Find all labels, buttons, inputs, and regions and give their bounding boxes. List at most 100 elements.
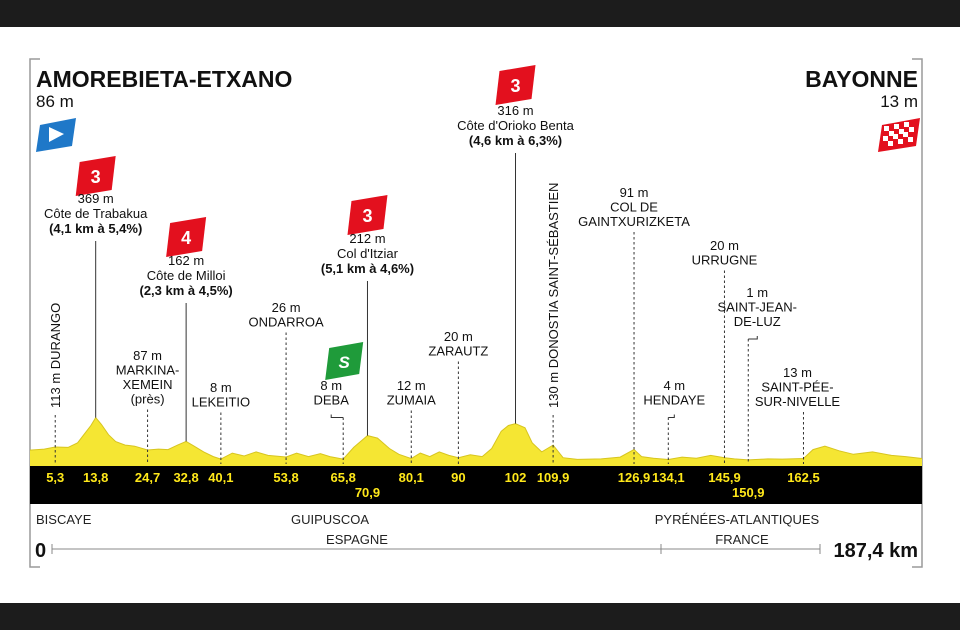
climb-stats: (4,6 km à 6,3%) (469, 133, 562, 148)
start-flag-icon (36, 118, 76, 152)
frame-left-bracket (29, 58, 40, 568)
distance-end: 187,4 km (833, 540, 918, 562)
climb-name: Côte d'Orioko Benta (457, 118, 574, 133)
climb-name: Côte de Trabakua (44, 206, 148, 221)
km-label: 80,1 (399, 470, 424, 485)
km-label: 102 (505, 470, 527, 485)
profile-area (30, 417, 922, 466)
top-letterbox (0, 0, 960, 27)
place-altitude: 8 m (210, 380, 232, 395)
place-name: ZUMAIA (387, 393, 436, 408)
km-label: 90 (451, 470, 465, 485)
climb-name: Côte de Milloi (147, 268, 226, 283)
stage-profile-panel: AMOREBIETA-ETXANO 86 m BAYONNE 13 m 3 369… (0, 27, 960, 603)
climb-altitude: 212 m (349, 231, 385, 246)
place-name: URRUGNE (692, 253, 758, 268)
climb-category: 4 (181, 228, 191, 248)
stage-profile-svg: AMOREBIETA-ETXANO 86 m BAYONNE 13 m 3 369… (29, 58, 923, 568)
km-label: 24,7 (135, 470, 160, 485)
place-name: COL DE (610, 200, 658, 215)
km-label: 70,9 (355, 485, 380, 500)
place-altitude: 20 m (444, 329, 473, 344)
place-name: ZARAUTZ (428, 344, 488, 359)
place-name: (près) (131, 392, 165, 407)
bottom-letterbox (0, 603, 960, 630)
place-altitude: 4 m (663, 378, 685, 393)
country-espagne: ESPAGNE (326, 532, 388, 547)
place-vertical-label: 113 m DURANGO (48, 303, 63, 408)
km-label: 53,8 (273, 470, 298, 485)
frame (29, 58, 923, 568)
start-town: AMOREBIETA-ETXANO (36, 66, 292, 92)
region-guipuscoa: GUIPUSCOA (291, 512, 369, 527)
place-altitude: 12 m (397, 378, 426, 393)
region-pyrenees-atlantiques: PYRÉNÉES-ATLANTIQUES (655, 512, 820, 527)
place-altitude: 91 m (620, 185, 649, 200)
place-name: LEKEITIO (192, 395, 251, 410)
start-altitude: 86 m (36, 92, 74, 111)
climb-altitude: 369 m (78, 191, 114, 206)
place-name: ONDARROA (249, 315, 324, 330)
place-altitude: 20 m (710, 238, 739, 253)
place-guide-elbow (668, 414, 675, 418)
km-label: 109,9 (537, 470, 570, 485)
climb-altitude: 162 m (168, 253, 204, 268)
climb-category: 3 (362, 206, 372, 226)
elevation-profile (29, 416, 923, 466)
climb-name: Col d'Itziar (337, 246, 399, 261)
climb-category: 3 (91, 167, 101, 187)
climb-stats: (2,3 km à 4,5%) (140, 283, 233, 298)
climb-category-badge-icon (75, 156, 116, 196)
place-altitude: 8 m (320, 378, 342, 393)
place-guide-elbow (748, 336, 758, 340)
km-label: 126,9 (618, 470, 651, 485)
climb-altitude: 316 m (497, 103, 533, 118)
marker-guides (54, 153, 804, 464)
km-label: 145,9 (708, 470, 741, 485)
place-name: DE-LUZ (734, 314, 781, 329)
place-name: SUR-NIVELLE (755, 394, 841, 409)
km-label: 150,9 (732, 485, 765, 500)
km-bar (30, 466, 922, 504)
place-name: MARKINA- (116, 363, 180, 378)
climb-category-badge-icon (166, 217, 207, 257)
km-label: 162,5 (787, 470, 820, 485)
sprint-badge-icon (325, 342, 364, 380)
km-label: 65,8 (331, 470, 356, 485)
sprint-marker: S (325, 342, 364, 380)
place-name: GAINTXURIZKETA (578, 214, 690, 229)
climb-category-badge-icon (495, 65, 536, 105)
frame-right-bracket (912, 58, 923, 568)
place-altitude: 26 m (272, 300, 301, 315)
place-marker: 130 m DONOSTIA SAINT-SÉBASTIEN (546, 183, 561, 408)
climb-category-badge-icon (347, 195, 388, 235)
finish-altitude: 13 m (880, 92, 918, 111)
place-guide-elbow (330, 414, 344, 418)
region-biscaye: BISCAYE (36, 512, 92, 527)
place-marker: 113 m DURANGO (48, 303, 63, 408)
km-label: 5,3 (46, 470, 64, 485)
place-name: SAINT-JEAN- (718, 300, 797, 315)
sprint-badge-letter: S (339, 353, 351, 372)
km-label: 40,1 (208, 470, 233, 485)
finish-flag-icon (878, 118, 920, 152)
climb-category: 3 (510, 76, 520, 96)
place-altitude: 87 m (133, 348, 162, 363)
km-labels: 5,3 13,8 24,7 32,8 40,1 53,8 65,870,9 80,1 90 102… (46, 470, 820, 500)
country-france: FRANCE (715, 532, 769, 547)
place-altitude: 1 m (746, 285, 768, 300)
place-name: HENDAYE (643, 393, 705, 408)
